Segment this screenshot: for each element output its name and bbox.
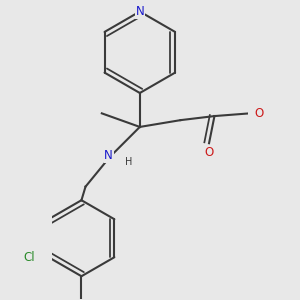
Text: N: N xyxy=(135,5,144,18)
Text: H: H xyxy=(125,157,133,167)
Text: O: O xyxy=(204,146,214,159)
Text: N: N xyxy=(104,149,113,162)
Text: O: O xyxy=(255,107,264,120)
Text: Cl: Cl xyxy=(24,251,35,264)
